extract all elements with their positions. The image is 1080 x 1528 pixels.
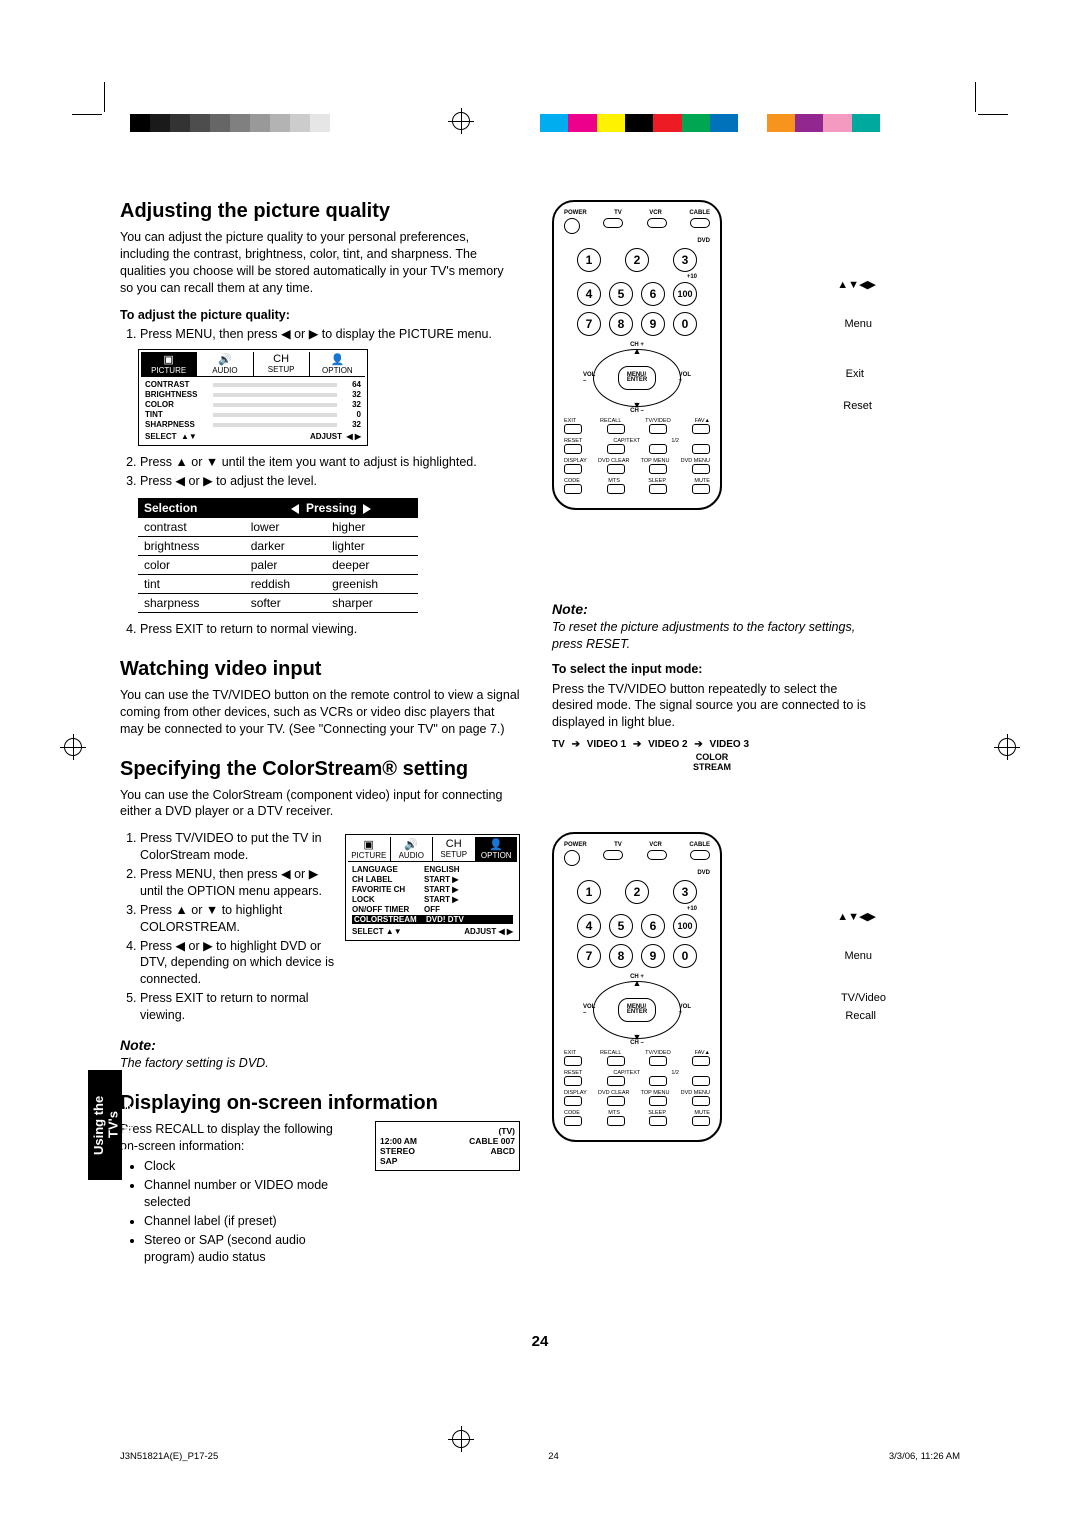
crop-mark [978, 114, 1008, 115]
page-number: 24 [120, 1333, 960, 1350]
recall-osd: (TV) 12:00 AMCABLE 007 STEREOABCD SAP [375, 1121, 520, 1171]
left-column: Adjusting the picture quality You can ad… [120, 200, 520, 1268]
section-title: Watching video input [120, 658, 520, 681]
footer-right: 3/3/06, 11:26 AM [889, 1451, 960, 1462]
callout-exit: Exit [846, 368, 864, 380]
crop-mark [72, 114, 102, 115]
step-item: Press ▲ or ▼ to highlight COLORSTREAM. [140, 902, 335, 936]
remote-diagram-1: POWERTVVCRCABLEDVD123+104561007890CH +▲▼… [552, 200, 872, 510]
callout-reset: Reset [843, 400, 872, 412]
color-bar [540, 114, 880, 132]
registration-mark-icon [64, 738, 82, 756]
section-title: Adjusting the picture quality [120, 200, 520, 223]
intro-text: You can use the TV/VIDEO button on the r… [120, 687, 520, 738]
crop-mark [104, 82, 105, 112]
registration-mark-icon [452, 112, 470, 130]
note-heading: Note: [120, 1036, 520, 1055]
osd-option-menu: ▣PICTURE🔊AUDIOCHSETUP👤OPTION LANGUAGEENG… [345, 834, 520, 941]
note-text: To reset the picture adjustments to the … [552, 619, 872, 653]
footer-mid: 24 [548, 1451, 559, 1462]
registration-mark-icon [998, 738, 1016, 756]
list-item: Stereo or SAP (second audio program) aud… [144, 1232, 350, 1266]
callout-menu: Menu [844, 318, 872, 330]
table-header: Selection [138, 498, 245, 518]
side-tab: Using the TV's Features [88, 1070, 122, 1180]
subhead: To adjust the picture quality: [120, 307, 520, 324]
callout-arrows: ▲▼◀▶ [837, 910, 876, 923]
callout-tvvideo: TV/Video [841, 992, 886, 1004]
registration-mark-icon [452, 1430, 470, 1448]
subhead: To select the input mode: [552, 661, 872, 678]
section-title: Displaying on-screen information [120, 1092, 520, 1115]
intro-text: Press RECALL to display the following on… [120, 1121, 350, 1155]
footer: J3N51821A(E)_P17-25 24 3/3/06, 11:26 AM [120, 1451, 960, 1462]
step-item: Press EXIT to return to normal viewing. [140, 621, 520, 638]
crop-mark [975, 82, 976, 112]
step-item: Press ◀ or ▶ to highlight DVD or DTV, de… [140, 938, 335, 989]
note-heading: Note: [552, 600, 872, 619]
step-item: Press EXIT to return to normal viewing. [140, 990, 335, 1024]
input-chain: TV ➔ VIDEO 1 ➔ VIDEO 2 ➔ VIDEO 3 COLOR S… [552, 739, 872, 772]
intro-text: You can use the ColorStream (component v… [120, 787, 520, 821]
list-item: Channel number or VIDEO mode selected [144, 1177, 350, 1211]
step-item: Press MENU, then press ◀ or ▶ to display… [140, 326, 520, 343]
callout-menu: Menu [844, 950, 872, 962]
step-item: Press TV/VIDEO to put the TV in ColorStr… [140, 830, 335, 864]
intro-text: You can adjust the picture quality to yo… [120, 229, 520, 297]
selection-table: Selection Pressing contrastlowerhigherbr… [138, 498, 418, 613]
callout-recall: Recall [845, 1010, 876, 1022]
list-item: Channel label (if preset) [144, 1213, 350, 1230]
callout-arrows: ▲▼◀▶ [837, 278, 876, 291]
right-column: POWERTVVCRCABLEDVD123+104561007890CH +▲▼… [552, 200, 872, 1268]
section-title: Specifying the ColorStream® setting [120, 758, 520, 781]
note-text: The factory setting is DVD. [120, 1055, 520, 1072]
osd-picture-menu: ▣PICTURE🔊AUDIOCHSETUP👤OPTION CONTRAST64B… [138, 349, 368, 446]
remote-diagram-2: POWERTVVCRCABLEDVD123+104561007890CH +▲▼… [552, 832, 872, 1142]
footer-left: J3N51821A(E)_P17-25 [120, 1451, 218, 1462]
body-text: Press the TV/VIDEO button repeatedly to … [552, 681, 872, 732]
step-item: Press ▲ or ▼ until the item you want to … [140, 454, 520, 471]
step-item: Press MENU, then press ◀ or ▶ until the … [140, 866, 335, 900]
table-header: Pressing [245, 498, 418, 518]
step-item: Press ◀ or ▶ to adjust the level. [140, 473, 520, 490]
list-item: Clock [144, 1158, 350, 1175]
grayscale-bar [130, 114, 350, 132]
